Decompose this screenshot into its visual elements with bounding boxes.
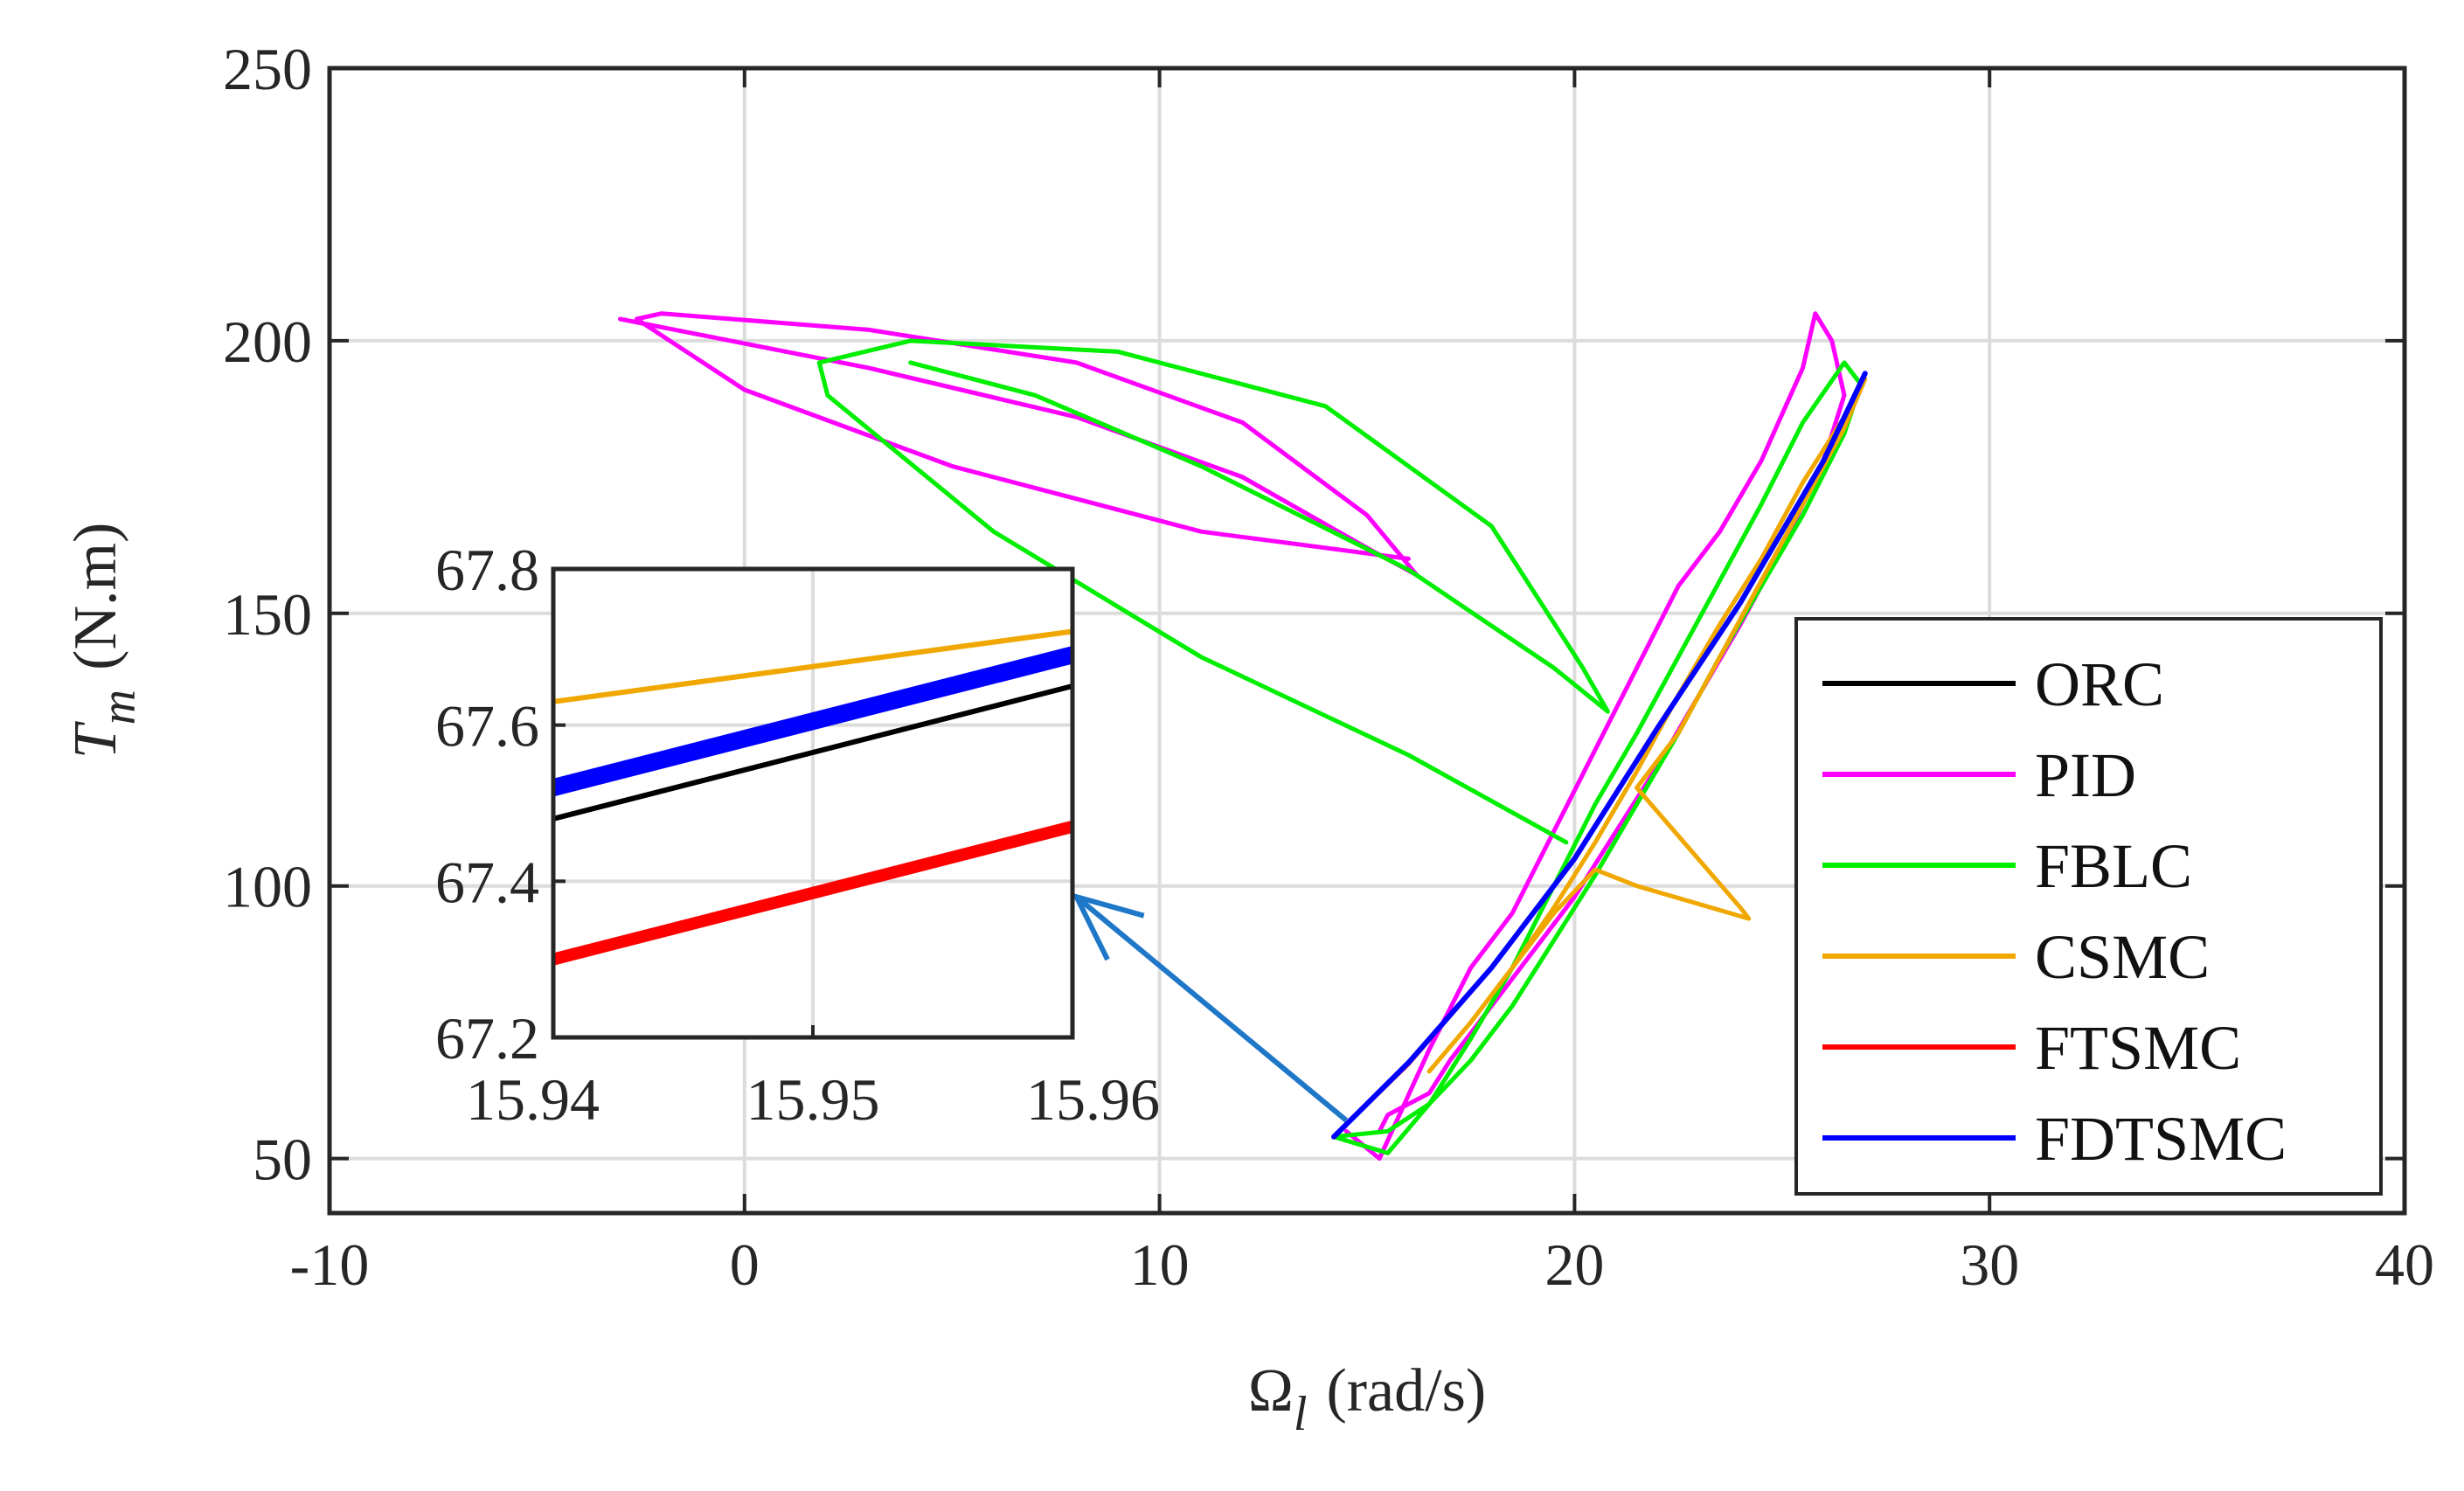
inset-ticks: 15.94 15.95 15.96 67.2 67.4 67.6 67.8 (435, 537, 1160, 1133)
legend-label: CSMC (2035, 922, 2210, 992)
x-axis-unit: (rad/s) (1326, 1357, 1486, 1425)
zoom-arrow (1071, 892, 1349, 1123)
inset-x-tick-label: 15.96 (1026, 1066, 1160, 1133)
inset-series-line-ftsmc (552, 821, 1074, 966)
legend-label: PID (2035, 740, 2136, 810)
y-axis-subscript: m (92, 690, 146, 725)
inset-y-tick-label: 67.6 (435, 693, 539, 759)
inset-y-tick-label: 67.4 (435, 849, 539, 915)
y-tick-label: 200 (223, 309, 312, 375)
series-line-pid-transient-loop (617, 311, 1419, 578)
inset-x-tick-label: 15.95 (746, 1066, 880, 1133)
x-axis-subscript: l (1294, 1387, 1308, 1441)
legend-label: FTSMC (2035, 1013, 2241, 1083)
inset-x-tick-label: 15.94 (466, 1066, 600, 1133)
y-tick-label: 150 (223, 581, 312, 648)
y-axis-symbol: T (62, 720, 129, 759)
x-tick-label: 0 (730, 1231, 760, 1298)
legend-label: FDTSMC (2035, 1104, 2287, 1174)
inset-plot: 15.94 15.95 15.96 67.2 67.4 67.6 67.8 (435, 537, 1160, 1133)
x-tick-label: -10 (290, 1231, 370, 1298)
legend-items: ORC PID FBLC CSMC FTSMC FDTSMC (1822, 649, 2287, 1174)
y-tick-label: 100 (223, 854, 312, 920)
legend-label: FBLC (2035, 831, 2192, 901)
main-ticks: -10 0 10 20 30 40 50 100 150 200 250 (223, 36, 2434, 1298)
inset-y-tick-label: 67.2 (435, 1005, 539, 1071)
y-axis-label: Tm (N.m) (62, 523, 146, 759)
series-line-fdtsmc (1331, 371, 1868, 1140)
inset-series-line-fdtsmc (551, 646, 1075, 796)
inset-series (551, 628, 1075, 966)
legend-box (1794, 617, 2383, 1196)
x-axis-label: Ωl (rad/s) (1248, 1357, 1486, 1441)
y-tick-label: 50 (253, 1127, 312, 1193)
series-line-csmc (1426, 377, 1868, 1074)
inset-series-line-orc (552, 683, 1073, 822)
y-axis-unit: (N.m) (62, 523, 129, 670)
main-plot-frame (327, 66, 2407, 1216)
x-tick-label: 40 (2375, 1231, 2434, 1298)
legend: ORC PID FBLC CSMC FTSMC FDTSMC (1794, 617, 2383, 1196)
inset-series-line-csmc (552, 628, 1073, 704)
x-tick-label: 30 (1960, 1231, 2019, 1298)
x-tick-label: 20 (1544, 1231, 1604, 1298)
y-tick-label: 250 (223, 36, 312, 102)
x-tick-label: 10 (1130, 1231, 1190, 1298)
arrow-shaft (1074, 894, 1349, 1123)
legend-label: ORC (2035, 649, 2164, 719)
inset-y-tick-label: 67.8 (435, 537, 539, 603)
arrow-head (1071, 892, 1145, 961)
axis-labels: Ωl (rad/s) Tm (N.m) (62, 523, 1486, 1441)
x-axis-symbol: Ω (1248, 1357, 1294, 1425)
